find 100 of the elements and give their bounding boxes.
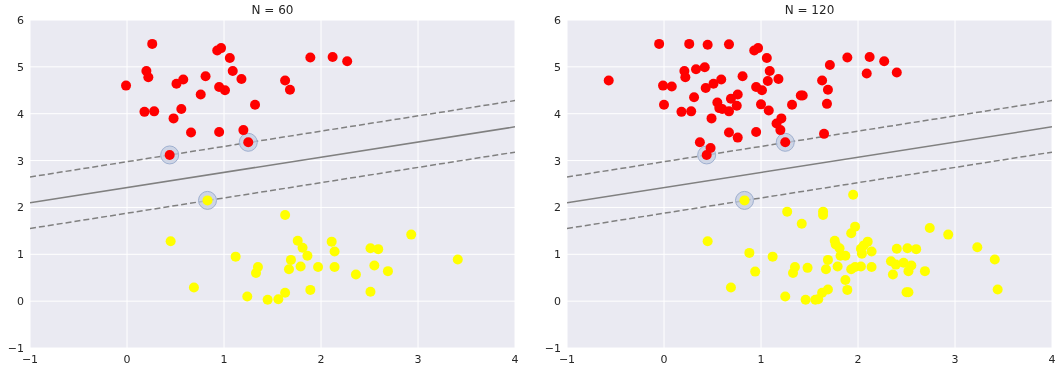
y-tick-label: 2	[554, 201, 561, 215]
point	[702, 39, 713, 50]
point	[744, 247, 755, 258]
point	[731, 100, 742, 111]
point	[280, 209, 291, 220]
point	[143, 72, 154, 83]
y-tick-label: −1	[544, 342, 561, 355]
point	[329, 246, 340, 257]
x-tick-label: 4	[511, 353, 519, 366]
point	[382, 266, 393, 277]
point	[787, 99, 798, 110]
y-tick-label: −1	[7, 342, 24, 355]
point	[238, 125, 249, 136]
y-tick-label: 5	[554, 60, 561, 74]
point	[821, 98, 832, 109]
point	[694, 137, 705, 148]
point	[763, 105, 774, 116]
point	[219, 85, 230, 96]
point	[890, 259, 901, 270]
point	[684, 38, 695, 49]
point	[824, 59, 835, 70]
point	[121, 80, 132, 91]
point	[406, 229, 417, 240]
point	[691, 64, 702, 75]
point	[879, 56, 890, 67]
point	[796, 218, 807, 229]
point	[764, 66, 775, 77]
y-tick-label: 0	[17, 295, 24, 309]
y-tick-label: 3	[17, 154, 24, 168]
point	[866, 246, 877, 257]
point	[680, 72, 691, 83]
point	[676, 106, 687, 117]
point	[924, 223, 935, 234]
point	[342, 56, 353, 67]
point	[832, 261, 843, 272]
point	[723, 127, 734, 138]
point	[699, 62, 710, 73]
y-tick-label: 1	[17, 248, 24, 262]
y-tick-label: 0	[554, 295, 561, 309]
point	[305, 52, 316, 63]
x-tick-label: 3	[414, 353, 422, 366]
x-tick-label: 0	[123, 353, 131, 366]
y-tick-label: 3	[554, 154, 561, 168]
point	[780, 291, 791, 302]
point	[732, 132, 743, 143]
x-tick-label: 0	[660, 353, 668, 366]
point	[666, 81, 677, 92]
point	[326, 236, 337, 247]
point	[295, 261, 306, 272]
point	[654, 38, 665, 49]
point	[846, 228, 857, 239]
point	[139, 106, 150, 117]
point	[762, 75, 773, 86]
point	[147, 38, 158, 49]
point	[230, 251, 241, 262]
point	[280, 75, 291, 86]
point	[227, 66, 238, 77]
point	[149, 106, 160, 117]
point	[788, 268, 799, 279]
point	[972, 242, 983, 253]
point	[273, 294, 284, 305]
point	[891, 67, 902, 78]
point	[716, 74, 727, 85]
point	[284, 84, 295, 95]
x-tick-label: 1	[220, 353, 228, 366]
point	[603, 75, 614, 86]
point	[262, 294, 273, 305]
point	[285, 254, 296, 265]
point	[737, 71, 748, 82]
point	[773, 74, 784, 85]
point	[761, 52, 772, 63]
y-tick-label: 2	[17, 201, 24, 215]
point	[250, 99, 261, 110]
point	[216, 43, 227, 54]
point	[842, 52, 853, 63]
point	[452, 254, 463, 265]
point	[989, 254, 1000, 265]
point	[751, 126, 762, 137]
point	[186, 127, 197, 138]
point	[767, 251, 778, 262]
point	[848, 189, 859, 200]
point	[686, 106, 697, 117]
point	[369, 260, 380, 271]
chart-title: N = 60	[251, 3, 294, 17]
point	[176, 104, 187, 115]
point	[822, 84, 833, 95]
point	[214, 126, 225, 137]
point	[297, 242, 308, 253]
point	[708, 78, 719, 89]
point	[861, 68, 872, 79]
point	[891, 243, 902, 254]
point	[842, 284, 853, 295]
point	[327, 52, 338, 63]
point	[329, 261, 340, 272]
y-tick-label: 5	[17, 60, 24, 74]
point	[822, 254, 833, 265]
point	[689, 92, 700, 103]
point	[365, 286, 376, 297]
point	[305, 284, 316, 295]
chart-title: N = 120	[784, 3, 835, 17]
